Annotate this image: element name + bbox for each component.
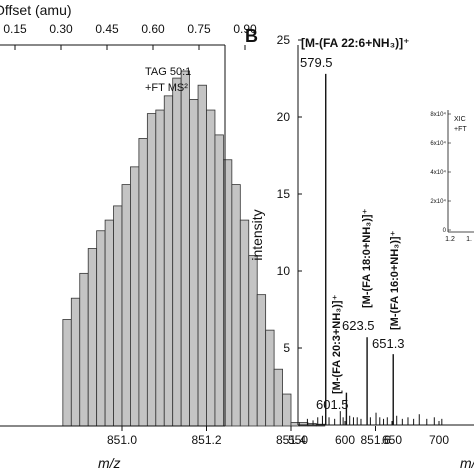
histogram-bar — [130, 166, 140, 427]
histogram-bar — [62, 319, 72, 427]
y-tick-label-b: 10 — [277, 264, 291, 278]
histogram-bar — [206, 109, 216, 427]
histogram-bars — [62, 70, 326, 427]
top-tick-label: 0.90 — [233, 22, 257, 36]
inset-x-ticks: 1.2 1. — [445, 236, 472, 243]
histogram-bar — [87, 248, 98, 427]
top-axis-ticks: 0.15 0.30 0.45 0.60 0.75 0.90 — [3, 22, 257, 50]
y-tick-label-b: 25 — [277, 33, 291, 47]
peak-mz-623: 623.5 — [342, 318, 375, 333]
histogram-bar — [155, 109, 165, 427]
top-axis-title: Offset (amu) — [0, 2, 72, 18]
annotation-line-2: +FT MS² — [145, 82, 188, 94]
histogram-bar — [256, 294, 267, 427]
annotation-line-1: TAG 50:1 — [145, 66, 191, 78]
histogram-bar — [231, 184, 241, 427]
x-tick-label-a: 851.2 — [191, 433, 221, 447]
y-axis-label-b: intensity — [249, 209, 265, 260]
histogram-bar — [265, 329, 275, 427]
histogram-bar — [197, 84, 207, 427]
histogram-bar — [282, 393, 292, 427]
inset-y-tick-label: 4x10⁴ — [430, 169, 446, 176]
y-tick-label-b: 20 — [277, 110, 291, 124]
histogram-bar — [172, 77, 182, 427]
histogram-bar — [273, 368, 283, 427]
x-tick-label-b: 600 — [335, 433, 355, 447]
histogram-bar — [146, 113, 157, 427]
inset-y-ticks: 8x10⁴ 6x10⁴ 4x10⁴ 2x10⁴ 0 — [430, 111, 451, 234]
x-tick-label-b: 650 — [382, 433, 402, 447]
histogram-bar — [248, 255, 258, 427]
x-tick-label-a: 851.4 — [276, 433, 306, 447]
y-tick-label-b: 5 — [283, 341, 290, 355]
xic-inset: 8x10⁴ 6x10⁴ 4x10⁴ 2x10⁴ 0 XIC +FT 1.2 1. — [430, 110, 474, 243]
histogram-bar — [79, 272, 89, 427]
x-axis-ticks-b: 5506006507007 — [288, 421, 449, 447]
peak-annotation-651: [M-(FA 16:0+NH₃)]⁺ — [389, 230, 401, 330]
x-axis-label-a: m/z — [98, 455, 121, 471]
x-tick-label-b: 700 — [429, 433, 449, 447]
histogram-bar — [163, 95, 174, 427]
bottom-axis-ticks: 851.0 851.2 851.4 851.6 — [107, 426, 391, 447]
spectrum-peaks — [306, 73, 443, 425]
x-axis-label-b: m/ — [460, 455, 474, 471]
histogram-bar — [96, 230, 106, 427]
inset-y-tick-label: 2x10⁴ — [430, 198, 446, 205]
x-tick-label-a: 851.6 — [360, 433, 390, 447]
inset-x-tick-label: 1.2 — [445, 236, 455, 243]
top-tick-label: 0.75 — [187, 22, 211, 36]
panel-label-b: B — [245, 26, 258, 46]
peak-annotation-601: [M-(FA 20:3+NH₃)]⁺ — [331, 294, 343, 394]
inset-label-line-1: XIC — [454, 116, 466, 123]
top-tick-label: 0.30 — [49, 22, 73, 36]
histogram-bar — [214, 134, 224, 427]
top-tick-label: 0.60 — [141, 22, 165, 36]
inset-label-line-2: +FT — [454, 126, 467, 133]
histogram-bar — [239, 219, 250, 427]
histogram-bar — [189, 99, 199, 427]
peak-mz-579: 579.5 — [300, 55, 333, 70]
histogram-bar — [121, 184, 131, 427]
y-tick-label-b: 15 — [277, 187, 291, 201]
x-tick-label-b: 550 — [288, 433, 308, 447]
inset-y-tick-label: 0 — [443, 228, 447, 234]
y-axis-ticks-b: 5 10 15 20 25 — [277, 33, 302, 355]
histogram-bar — [70, 297, 81, 427]
panel-a-histogram: Offset (amu) 0.15 0.30 0.45 0.60 0.75 0.90 85… — [0, 2, 391, 471]
histogram-bar — [138, 138, 148, 427]
peak-labels: [M-(FA 22:6+NH₃)]⁺ 579.5 [M-(FA 20:3+NH₃)]… — [300, 36, 409, 412]
x-tick-label-a: 851.0 — [107, 433, 137, 447]
histogram-bar — [180, 70, 190, 427]
histogram-bar — [113, 205, 123, 427]
peak-annotation-623: [M-(FA 18:0+NH₃)]⁺ — [361, 208, 373, 308]
peak-mz-601: 601.5 — [316, 397, 349, 412]
inset-x-tick-label: 1. — [466, 236, 472, 243]
top-tick-label: 0.45 — [95, 22, 119, 36]
peak-mz-651: 651.3 — [372, 336, 405, 351]
inset-y-tick-label: 6x10⁴ — [430, 140, 446, 147]
top-tick-label: 0.15 — [3, 22, 27, 36]
peak-annotation-579: [M-(FA 22:6+NH₃)]⁺ — [301, 36, 409, 50]
inset-y-tick-label: 8x10⁴ — [430, 111, 446, 118]
histogram-bar — [104, 219, 114, 427]
